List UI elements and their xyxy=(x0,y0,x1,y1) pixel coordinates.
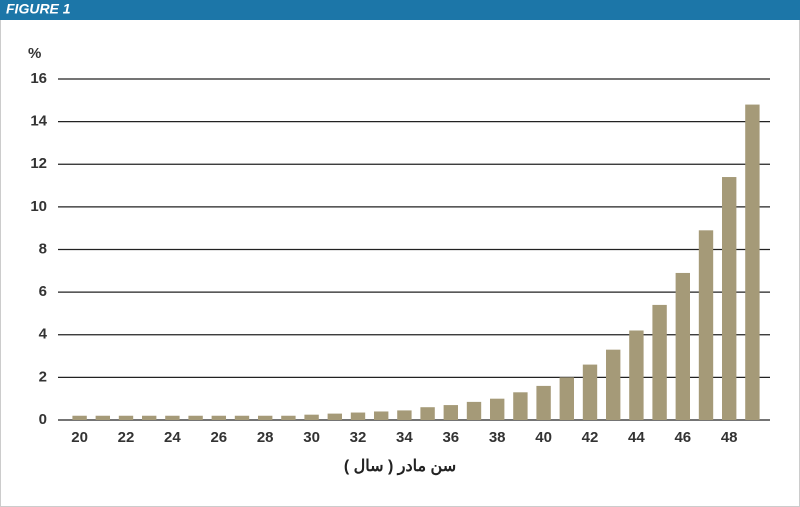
bar xyxy=(211,415,226,420)
bar xyxy=(745,104,760,420)
x-tick-label: 24 xyxy=(164,429,181,446)
bar xyxy=(698,230,714,420)
y-tick-label: 10 xyxy=(30,198,47,215)
bar xyxy=(629,330,644,420)
bar xyxy=(582,364,598,420)
bar xyxy=(72,415,87,420)
y-tick-label: 14 xyxy=(30,113,47,130)
bar xyxy=(443,405,458,420)
bar xyxy=(652,304,667,420)
bar xyxy=(513,392,528,420)
bar xyxy=(466,401,482,420)
bar xyxy=(118,415,134,420)
x-tick-label: 38 xyxy=(489,429,506,446)
y-tick-label: 8 xyxy=(39,240,47,257)
bar xyxy=(350,412,366,420)
bar xyxy=(142,415,157,420)
bar xyxy=(327,413,342,420)
x-tick-label: 46 xyxy=(674,429,691,446)
x-tick-label: 36 xyxy=(442,429,459,446)
x-tick-label: 22 xyxy=(118,429,135,446)
bar xyxy=(258,415,273,420)
x-tick-label: 48 xyxy=(721,429,738,446)
bar xyxy=(722,177,737,420)
bar xyxy=(234,415,250,420)
y-axis-label: % xyxy=(28,45,41,62)
y-tick-label: 16 xyxy=(30,70,47,87)
x-tick-label: 40 xyxy=(535,429,552,446)
bar xyxy=(606,349,621,420)
bar xyxy=(188,415,203,420)
bar xyxy=(281,415,296,420)
bar xyxy=(536,385,551,420)
bar xyxy=(304,414,319,420)
header-title: FIGURE 1 xyxy=(6,1,71,17)
y-tick-label: 12 xyxy=(30,155,47,172)
bar xyxy=(675,272,690,420)
x-tick-label: 20 xyxy=(71,429,88,446)
x-tick-label: 34 xyxy=(396,429,413,446)
x-axis-label: سن مادر ( سال ) xyxy=(344,458,456,476)
bar xyxy=(165,415,180,420)
bar xyxy=(420,407,435,420)
x-tick-label: 42 xyxy=(582,429,599,446)
x-tick-label: 30 xyxy=(303,429,320,446)
bar xyxy=(374,411,389,420)
x-tick-label: 26 xyxy=(210,429,227,446)
bar xyxy=(397,410,412,420)
bar xyxy=(559,377,574,420)
header-bar xyxy=(0,0,800,20)
y-tick-label: 0 xyxy=(39,411,47,428)
x-tick-label: 28 xyxy=(257,429,274,446)
y-tick-label: 2 xyxy=(39,368,47,385)
x-tick-label: 32 xyxy=(350,429,367,446)
bar xyxy=(490,398,505,420)
y-tick-label: 6 xyxy=(39,283,47,300)
bar xyxy=(95,415,110,420)
y-tick-label: 4 xyxy=(39,326,48,343)
x-tick-label: 44 xyxy=(628,429,645,446)
